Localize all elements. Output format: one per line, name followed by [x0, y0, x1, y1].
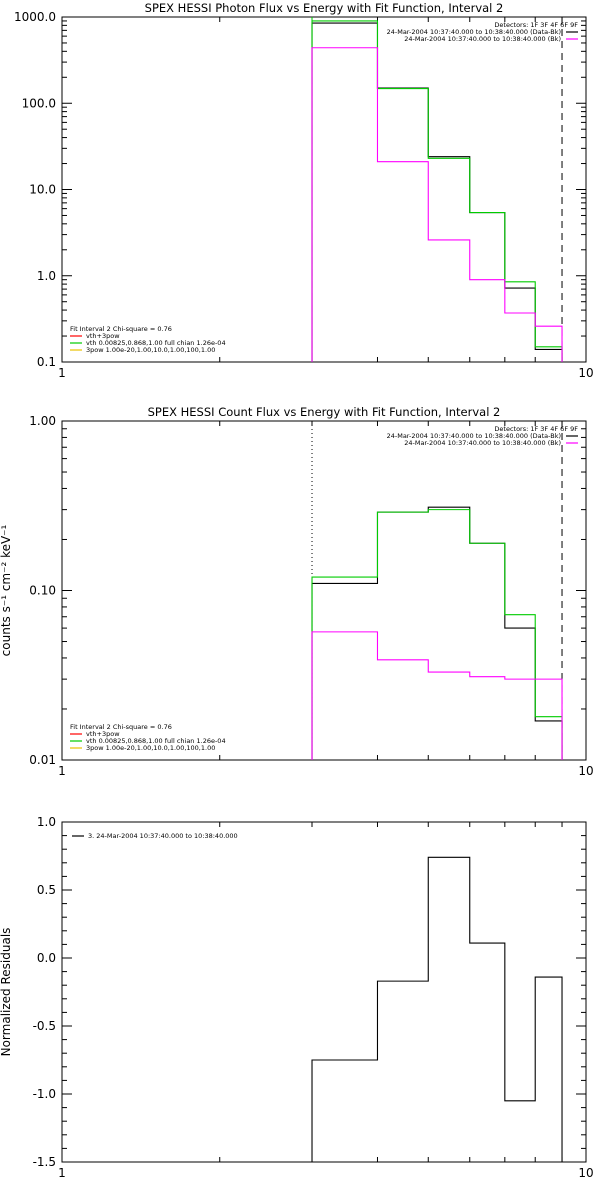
y-tick-label: -1.5: [33, 1155, 56, 1169]
histogram-series-1: [311, 20, 563, 362]
fit-legend-entry: 3pow 1.00e-20,1.00,10.0,1.00,100,1.00: [86, 744, 215, 752]
y-axis-label: counts s⁻¹ cm⁻² keV⁻¹: [0, 524, 13, 656]
y-tick-label: 1.00: [29, 414, 56, 428]
fit-legend-entry: vth+3pow: [86, 730, 120, 738]
fit-legend-entry: 3pow 1.00e-20,1.00,10.0,1.00,100,1.00: [86, 346, 215, 354]
x-tick-label: 10: [578, 764, 593, 778]
fit-legend-header: Fit Interval 2 Chi-square = 0.76: [70, 723, 172, 731]
chart-panel-2: Normalized Residuals 1 10 -1.5 -1.0 -0.5 0.0 0.…: [0, 815, 594, 1180]
histogram-series-2: [311, 47, 563, 362]
x-tick-label: 1: [58, 366, 66, 380]
y-tick-label: 10.0: [29, 183, 56, 197]
legend-entry-label: 24-Mar-2004 10:37:40.000 to 10:38:40.000…: [387, 28, 561, 36]
chart-panel-0: SPEX HESSI Photon Flux vs Energy with Fi…: [14, 1, 594, 380]
plot-frame: [61, 821, 587, 1163]
chart-panel-1: SPEX HESSI Count Flux vs Energy with Fit…: [0, 405, 594, 778]
y-tick-label: 0.01: [29, 753, 56, 767]
fit-legend-entry: vth+3pow: [86, 332, 120, 340]
y-axis-label: Normalized Residuals: [0, 928, 13, 1057]
legend-header: Detectors: 1F 3F 4F 6F 9F: [494, 425, 578, 433]
plot-frame: [61, 16, 587, 363]
y-tick-label: 1.0: [37, 269, 56, 283]
fit-legend-entry: vth 0.00825,0.868,1.00 full chian 1.26e-…: [86, 737, 226, 745]
x-tick-label: 1: [58, 1166, 66, 1180]
fit-legend-header: Fit Interval 2 Chi-square = 0.76: [70, 325, 172, 333]
legend-entry-label: 24-Mar-2004 10:37:40.000 to 10:38:40.000…: [404, 439, 561, 447]
x-tick-label: 10: [578, 366, 593, 380]
x-tick-label: 1: [58, 764, 66, 778]
histogram-series-0: [311, 856, 563, 1162]
legend-entry-label: 3. 24-Mar-2004 10:37:40.000 to 10:38:40.…: [88, 832, 238, 840]
histogram-series-0: [311, 506, 563, 760]
y-tick-label: 1.0: [37, 815, 56, 829]
y-tick-label: -0.5: [33, 1019, 56, 1033]
x-tick-label: 10: [578, 1166, 593, 1180]
y-tick-label: 100.0: [22, 96, 56, 110]
legend-entry-label: 24-Mar-2004 10:37:40.000 to 10:38:40.000…: [387, 432, 561, 440]
y-tick-label: 0.0: [37, 951, 56, 965]
plot-frame: [61, 420, 587, 761]
y-tick-label: 0.10: [29, 584, 56, 598]
legend-entry-label: 24-Mar-2004 10:37:40.000 to 10:38:40.000…: [404, 35, 561, 43]
legend-header: Detectors: 1F 3F 4F 6F 9F: [494, 21, 578, 29]
histogram-series-1: [311, 509, 563, 760]
chart-title: SPEX HESSI Photon Flux vs Energy with Fi…: [145, 1, 504, 15]
histogram-series-2: [311, 631, 563, 760]
fit-legend-entry: vth 0.00825,0.868,1.00 full chian 1.26e-…: [86, 339, 226, 347]
chart-title: SPEX HESSI Count Flux vs Energy with Fit…: [148, 405, 501, 419]
y-tick-label: -1.0: [33, 1087, 56, 1101]
y-tick-label: 1000.0: [14, 10, 56, 24]
y-tick-label: 0.1: [37, 355, 56, 369]
histogram-series-0: [311, 22, 563, 362]
y-tick-label: 0.5: [37, 883, 56, 897]
